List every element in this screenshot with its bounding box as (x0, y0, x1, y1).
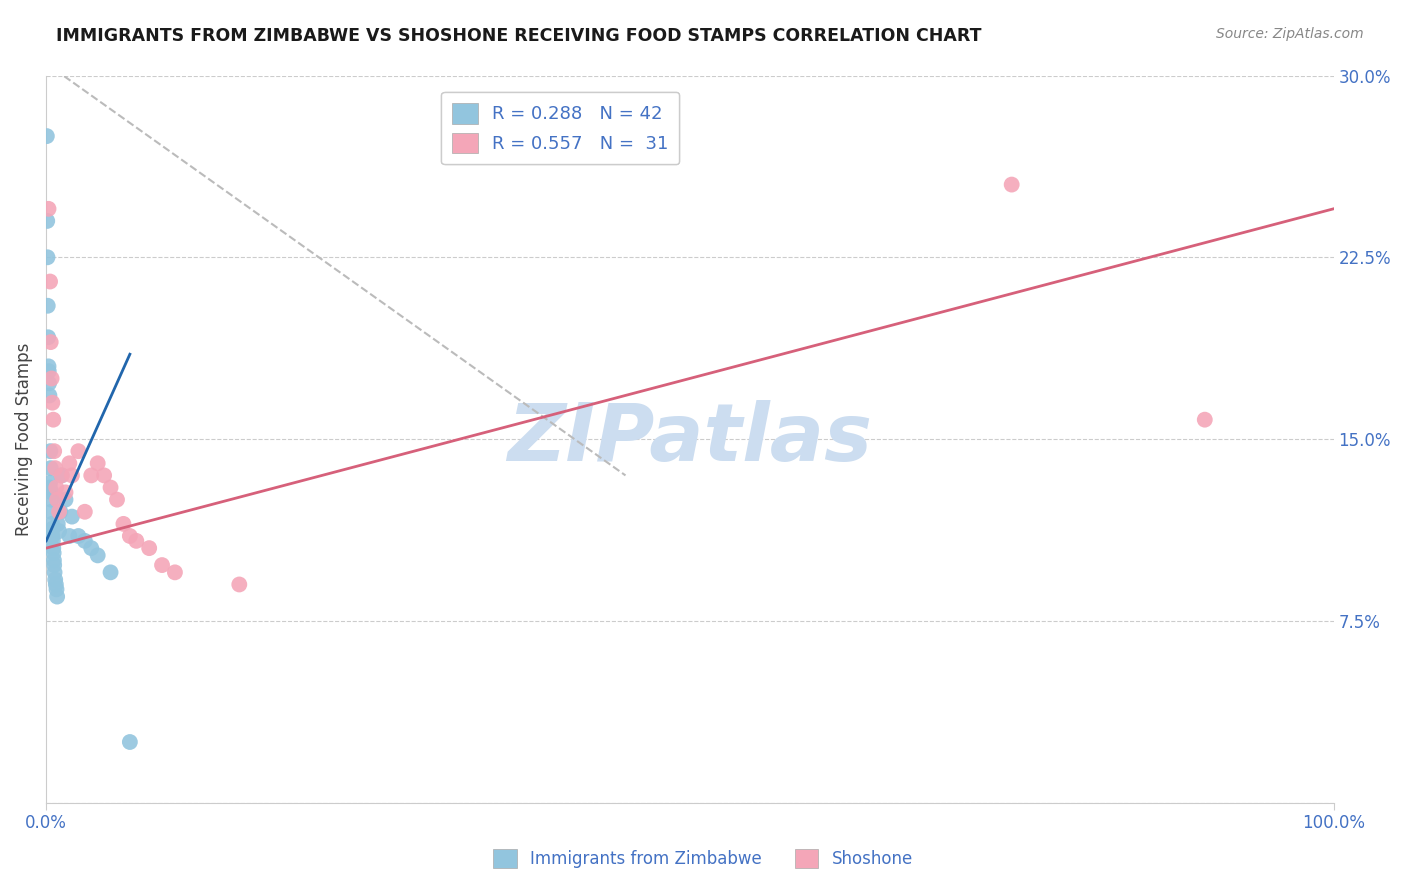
Legend: R = 0.288   N = 42, R = 0.557   N =  31: R = 0.288 N = 42, R = 0.557 N = 31 (441, 92, 679, 164)
Point (112, 516, 135, 531)
Point (39, 444, 62, 458)
Point (80, 468, 103, 483)
Point (45, 582, 67, 597)
Point (42, 553, 65, 567)
Point (37, 330, 59, 344)
Point (48, 524, 70, 538)
Point (163, 566, 186, 580)
Point (38, 202, 60, 216)
Point (150, 558, 173, 573)
Text: IMMIGRANTS FROM ZIMBABWE VS SHOSHONE RECEIVING FOOD STAMPS CORRELATION CHART: IMMIGRANTS FROM ZIMBABWE VS SHOSHONE REC… (56, 27, 981, 45)
Point (38, 481, 60, 495)
Point (41, 492, 63, 507)
Point (39, 505, 62, 519)
Text: Source: ZipAtlas.com: Source: ZipAtlas.com (1216, 27, 1364, 41)
Point (44, 573, 66, 587)
Point (228, 577, 250, 591)
Point (138, 541, 160, 555)
Point (41, 516, 63, 531)
Point (58, 456, 80, 470)
Point (42, 533, 65, 548)
Point (37, 214, 59, 228)
Point (39, 335, 62, 350)
Point (41, 522, 63, 536)
Point (38, 359, 60, 374)
Point (60, 468, 83, 483)
Point (39, 475, 62, 490)
Point (73, 533, 96, 548)
Point (55, 492, 77, 507)
Point (1001, 178, 1024, 192)
Point (44, 558, 66, 573)
Text: ZIPatlas: ZIPatlas (508, 400, 872, 478)
Point (41, 371, 63, 385)
Point (44, 444, 66, 458)
Point (38, 364, 60, 378)
Legend: Immigrants from Zimbabwe, Shoshone: Immigrants from Zimbabwe, Shoshone (486, 842, 920, 875)
Point (105, 492, 128, 507)
Point (60, 509, 83, 524)
Point (42, 546, 65, 560)
Point (41, 529, 63, 543)
Point (46, 492, 69, 507)
Point (44, 566, 66, 580)
Point (86, 456, 108, 470)
Point (100, 566, 122, 580)
Point (1194, 412, 1216, 426)
Point (46, 516, 69, 531)
Point (118, 735, 141, 749)
Point (73, 505, 96, 519)
Point (93, 468, 115, 483)
Point (38, 376, 60, 391)
Point (80, 541, 103, 555)
Point (86, 549, 108, 563)
Point (49, 505, 72, 519)
Point (48, 505, 70, 519)
Point (37, 299, 59, 313)
Point (39, 461, 62, 475)
Point (42, 412, 65, 426)
Point (118, 529, 141, 543)
Point (35, 129, 58, 144)
Point (67, 529, 90, 543)
Point (42, 541, 65, 555)
Point (39, 275, 62, 289)
Point (44, 461, 66, 475)
Point (51, 468, 73, 483)
Point (67, 444, 90, 458)
Point (55, 485, 77, 500)
Point (51, 468, 73, 483)
Point (125, 533, 148, 548)
Point (41, 395, 63, 409)
Point (37, 250, 59, 264)
Point (45, 481, 67, 495)
Point (46, 590, 69, 604)
Point (58, 529, 80, 543)
Y-axis label: Receiving Food Stamps: Receiving Food Stamps (15, 343, 32, 536)
Point (100, 481, 122, 495)
Point (45, 577, 67, 591)
Point (41, 485, 63, 500)
Point (38, 388, 60, 402)
